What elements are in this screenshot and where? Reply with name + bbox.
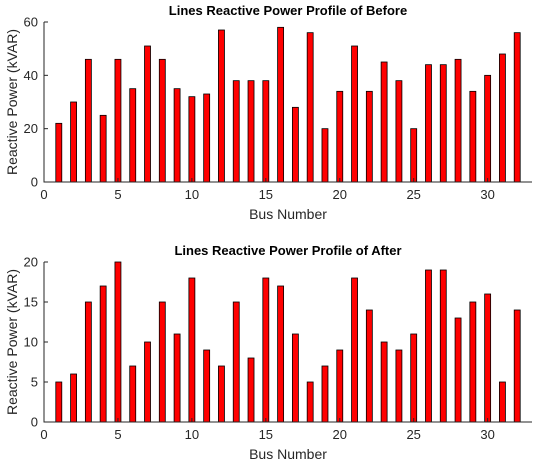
bar [499,53,506,183]
bar [84,301,92,423]
bar [144,341,151,423]
bar [336,90,344,183]
bar [484,293,492,423]
bar [425,64,432,183]
bar [114,58,122,183]
y-tick-label: 5 [31,375,38,390]
bar [439,269,447,423]
bar [55,381,63,423]
bar [321,128,329,183]
bar [291,333,299,423]
y-tick-label: 20 [24,255,38,270]
bar [336,349,344,423]
y-tick-label: 10 [24,335,38,350]
bar [439,64,447,183]
bar [203,93,211,183]
x-tick-label: 5 [114,187,121,202]
bar [114,261,122,423]
bar [425,269,432,423]
bar [84,58,92,183]
bar [99,114,107,183]
bar [306,381,314,423]
x-tick-label: 25 [406,187,420,202]
bar [454,317,462,423]
chart-title: Lines Reactive Power Profile of Before [169,3,407,18]
bar [173,88,181,183]
bar [129,88,137,183]
bar [262,80,270,183]
bar [218,29,225,183]
bar [158,301,166,423]
x-tick-label: 10 [185,427,199,442]
bar [365,90,373,183]
y-tick-label: 40 [24,68,38,83]
chart-title: Lines Reactive Power Profile of After [174,243,401,258]
bar [188,277,196,423]
x-tick-label: 0 [40,187,47,202]
bar [351,277,358,423]
bar [158,58,166,183]
x-tick-label: 10 [185,187,199,202]
bar [144,45,151,183]
bar [513,32,521,183]
x-tick-label: 20 [333,187,347,202]
bar [395,80,403,183]
x-axis-label: Bus Number [249,206,327,222]
bar [203,349,211,423]
bar [262,277,270,423]
bar [306,32,314,183]
bar [380,341,388,423]
bar [232,80,240,183]
bar [129,365,137,423]
bar [410,333,418,423]
x-tick-label: 25 [406,427,420,442]
x-tick-label: 30 [480,427,494,442]
y-tick-label: 0 [31,175,38,190]
bar [395,349,403,423]
bar [484,74,492,183]
bar [351,45,358,183]
bar [70,101,77,183]
bar [321,365,329,423]
y-axis-label: Reactive Power (kVAR) [4,269,20,415]
bar [410,128,418,183]
y-axis-label: Reactive Power (kVAR) [4,29,20,175]
x-tick-label: 5 [114,427,121,442]
bar [218,365,225,423]
bar [188,96,196,183]
bar [232,301,240,423]
bar [291,106,299,183]
bar [247,80,255,183]
bar [513,309,521,423]
bar [499,381,506,423]
bar [99,285,107,423]
y-tick-label: 60 [24,15,38,30]
x-tick-label: 15 [259,427,273,442]
bar [365,309,373,423]
x-axis-label: Bus Number [249,446,327,462]
x-tick-label: 15 [259,187,273,202]
bar [173,333,181,423]
bar [277,26,285,183]
y-tick-label: 20 [24,121,38,136]
x-tick-label: 30 [480,187,494,202]
y-tick-label: 15 [24,295,38,310]
after-chart: Lines Reactive Power Profile of After Bu… [4,243,532,462]
bar [469,90,477,183]
bar [277,285,285,423]
bar [454,58,462,183]
bar [55,122,63,183]
bar [70,373,77,423]
before-chart: Lines Reactive Power Profile of Before B… [4,3,532,222]
x-tick-label: 20 [333,427,347,442]
bar [380,61,388,183]
x-tick-label: 0 [40,427,47,442]
bar [469,301,477,423]
y-tick-label: 0 [31,415,38,430]
bar [247,357,255,423]
